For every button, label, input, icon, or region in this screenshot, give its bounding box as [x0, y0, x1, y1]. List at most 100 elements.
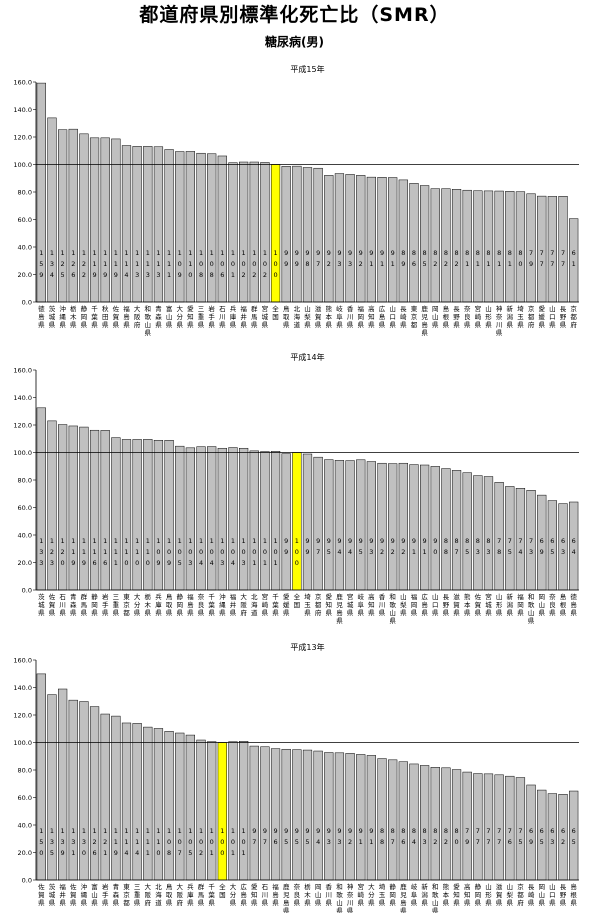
category-label: 徳島県: [570, 592, 577, 617]
category-label: 青森県: [113, 882, 120, 907]
y-tick-label: 120.0: [13, 422, 32, 430]
bar: [196, 152, 206, 303]
chart-title: 平成14年: [290, 352, 324, 362]
category-label: 佐賀県: [475, 592, 482, 617]
category-label: 長野県: [560, 305, 567, 329]
bar: [228, 741, 238, 881]
category-label: 愛知県: [453, 882, 460, 907]
bar: [217, 447, 227, 591]
category-label: 山口県: [549, 304, 556, 329]
category-label: 全国: [219, 882, 226, 899]
category-label: 山梨県: [400, 592, 407, 617]
category-label: 宮崎県: [262, 592, 269, 617]
bar: [175, 732, 185, 881]
bar: [388, 463, 398, 591]
bar: [281, 166, 291, 303]
bar: [356, 175, 366, 303]
category-label: 富山県: [91, 882, 98, 907]
bar: [217, 155, 227, 303]
category-label: 和歌山県: [336, 882, 343, 913]
category-label: 福島県: [187, 592, 194, 617]
bar: [441, 188, 451, 303]
bar: [217, 742, 227, 881]
category-label: 佐賀県: [113, 304, 120, 329]
category-label: 高知県: [368, 304, 375, 329]
bar: [132, 439, 142, 591]
category-label: 島根県: [570, 882, 577, 907]
y-tick-label: 140.0: [13, 106, 32, 114]
bar: [430, 466, 440, 591]
category-label: 兵庫県: [230, 304, 237, 329]
category-label: 静岡県: [389, 882, 396, 907]
bar: [324, 459, 334, 591]
bar: [270, 164, 281, 303]
category-label: 茨城県: [38, 592, 45, 617]
y-tick-label: 20.0: [18, 271, 32, 279]
y-tick-label: 100.0: [13, 739, 32, 747]
bar: [260, 746, 270, 881]
y-tick-label: 100.0: [13, 161, 32, 169]
category-label: 高知県: [368, 592, 375, 617]
category-label: 沖縄県: [219, 592, 226, 617]
category-label: 高知県: [464, 882, 471, 907]
category-label: 山口県: [549, 882, 556, 907]
bar: [292, 452, 302, 591]
category-label: 大阪府: [145, 882, 152, 907]
bar: [547, 500, 557, 591]
y-tick-label: 120.0: [13, 712, 32, 720]
category-label: 香川県: [347, 304, 354, 329]
category-label: 鹿児島県: [336, 592, 343, 625]
bar: [526, 193, 536, 303]
bar: [185, 151, 195, 303]
bar: [164, 731, 174, 881]
bar: [420, 464, 430, 591]
bar: [185, 734, 195, 881]
category-label: 長崎県: [400, 305, 407, 329]
category-label: 佐賀県: [38, 882, 45, 907]
bar: [345, 460, 355, 591]
category-label: 鳥取県: [166, 592, 173, 617]
category-label: 広島県: [421, 592, 428, 617]
category-label: 北海道: [294, 305, 301, 329]
category-label: 山形県: [496, 592, 503, 617]
category-label: 栃木県: [145, 592, 152, 617]
category-label: 鹿児島県: [400, 882, 407, 913]
category-label: 福井県: [230, 592, 237, 617]
category-label: 全国: [272, 304, 279, 321]
bar: [313, 167, 323, 303]
category-label: 京都府: [315, 592, 322, 617]
